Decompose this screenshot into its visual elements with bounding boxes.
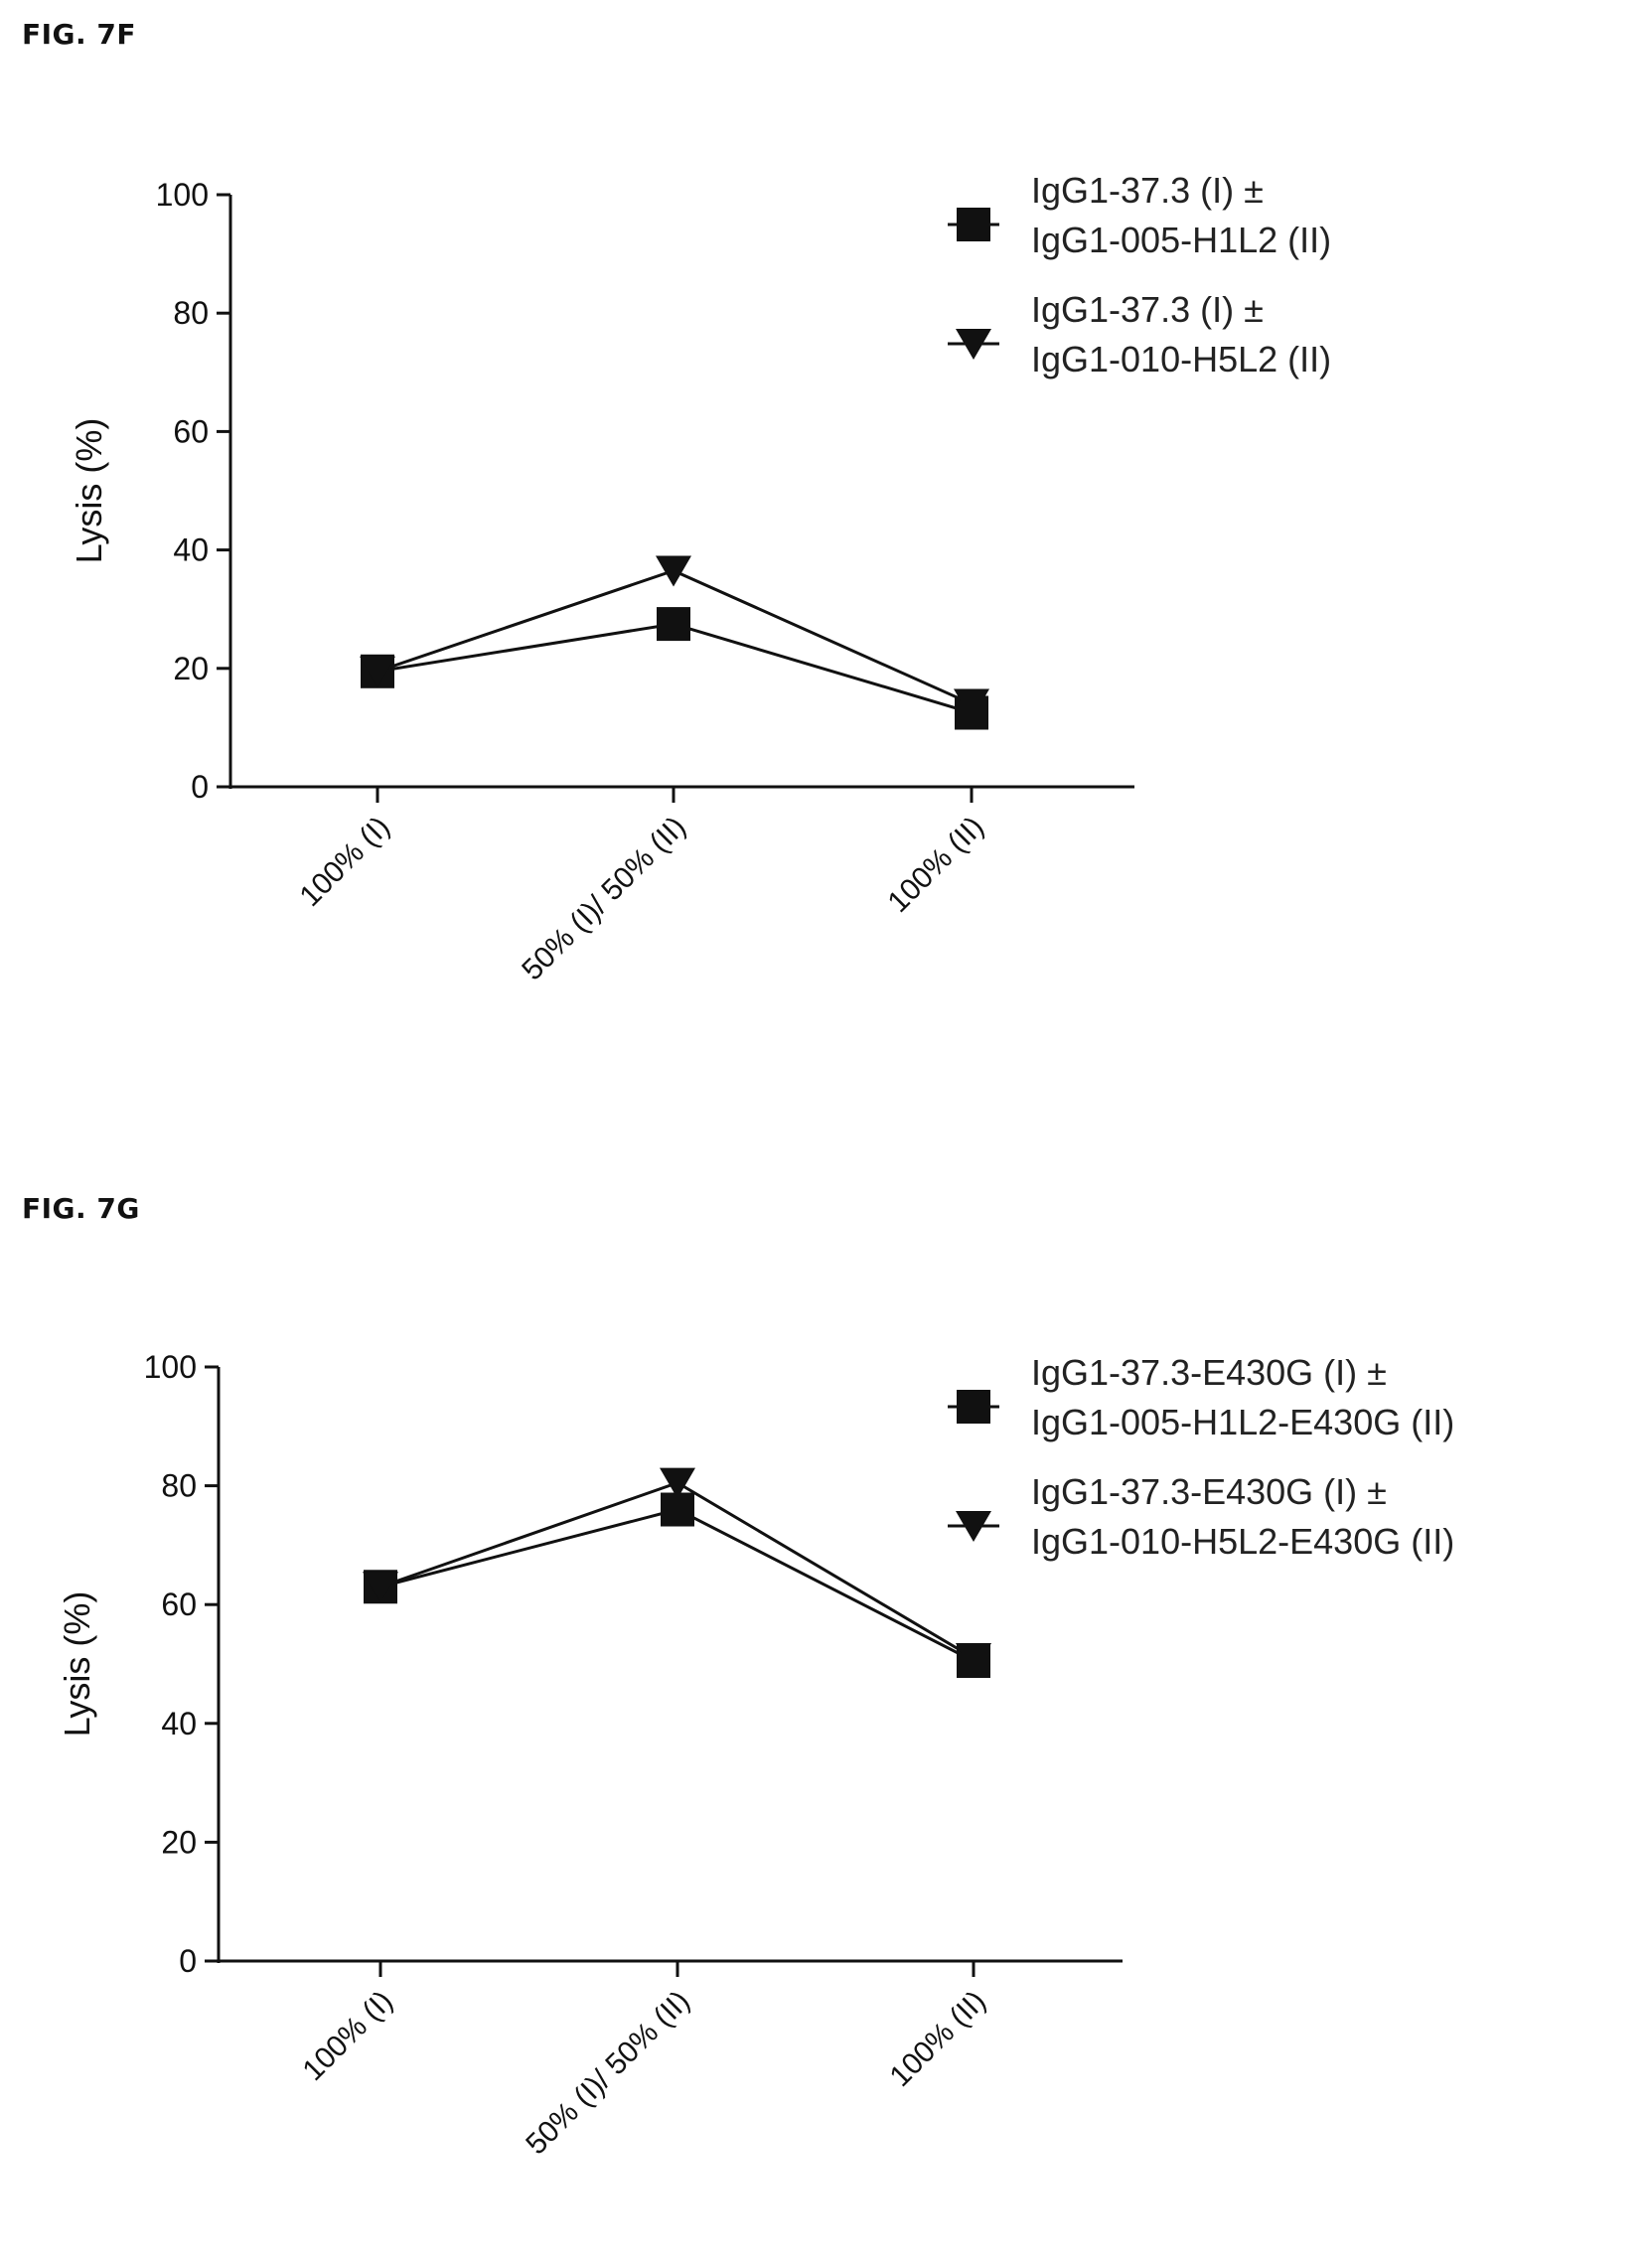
legend-label: IgG1-37.3-E430G (I) ± bbox=[1031, 1352, 1387, 1393]
legend-triangle-marker bbox=[956, 329, 991, 360]
legend-label: IgG1-010-H5L2-E430G (II) bbox=[1031, 1521, 1454, 1562]
legend-label: IgG1-37.3 (I) ± bbox=[1031, 289, 1264, 330]
triangle-marker bbox=[954, 688, 989, 720]
legend-label: IgG1-37.3 (I) ± bbox=[1031, 170, 1264, 211]
y-tick-label: 20 bbox=[173, 651, 209, 686]
legend-square-marker bbox=[957, 1390, 990, 1424]
y-tick-label: 20 bbox=[161, 1824, 197, 1860]
x-tick-label: 100% (I) bbox=[296, 1985, 399, 2088]
y-axis-label: Lysis (%) bbox=[69, 418, 109, 564]
legend-label: IgG1-010-H5L2 (II) bbox=[1031, 339, 1331, 379]
lysis-chart-7f: 0 20 40 60 80 100 Lysis (%) 100% (I) 50% (I)/ 50… bbox=[69, 170, 1331, 987]
triangle-marker bbox=[360, 656, 395, 687]
y-tick-label: 0 bbox=[191, 769, 209, 805]
square-marker bbox=[657, 607, 690, 642]
y-tick-label: 60 bbox=[173, 413, 209, 449]
y-tick-label: 40 bbox=[161, 1706, 197, 1741]
x-tick-label: 100% (II) bbox=[884, 1985, 992, 2093]
triangle-marker bbox=[363, 1572, 398, 1603]
legend-triangle-marker bbox=[956, 1511, 991, 1542]
figure-label-7f: FIG. 7F bbox=[22, 18, 137, 51]
x-tick-label: 50% (I)/ 50% (II) bbox=[520, 1985, 696, 2162]
y-tick-label: 100 bbox=[144, 1349, 197, 1385]
y-tick-label: 80 bbox=[161, 1468, 197, 1504]
legend-label: IgG1-005-H1L2-E430G (II) bbox=[1031, 1402, 1454, 1442]
y-tick-label: 80 bbox=[173, 295, 209, 331]
figure-label-7g: FIG. 7G bbox=[22, 1192, 140, 1225]
x-tick-label: 100% (II) bbox=[882, 811, 990, 919]
triangle-marker bbox=[656, 555, 691, 587]
triangle-marker bbox=[660, 1467, 695, 1499]
lysis-chart-7g: 0 20 40 60 80 100 Lysis (%) 100% (I) 50% (I)/ 50… bbox=[57, 1349, 1454, 2162]
x-tick-label: 50% (I)/ 50% (II) bbox=[516, 811, 692, 987]
series-line-1 bbox=[379, 1507, 975, 1663]
triangle-marker bbox=[956, 1643, 991, 1675]
y-tick-label: 0 bbox=[179, 1943, 197, 1979]
y-tick-label: 40 bbox=[173, 532, 209, 568]
y-tick-label: 100 bbox=[156, 177, 209, 213]
y-axis-label: Lysis (%) bbox=[57, 1591, 97, 1738]
x-tick-label: 100% (I) bbox=[293, 811, 396, 914]
y-tick-label: 60 bbox=[161, 1587, 197, 1622]
legend-square-marker bbox=[957, 208, 990, 241]
legend-label: IgG1-005-H1L2 (II) bbox=[1031, 220, 1331, 260]
legend-label: IgG1-37.3-E430G (I) ± bbox=[1031, 1471, 1387, 1512]
